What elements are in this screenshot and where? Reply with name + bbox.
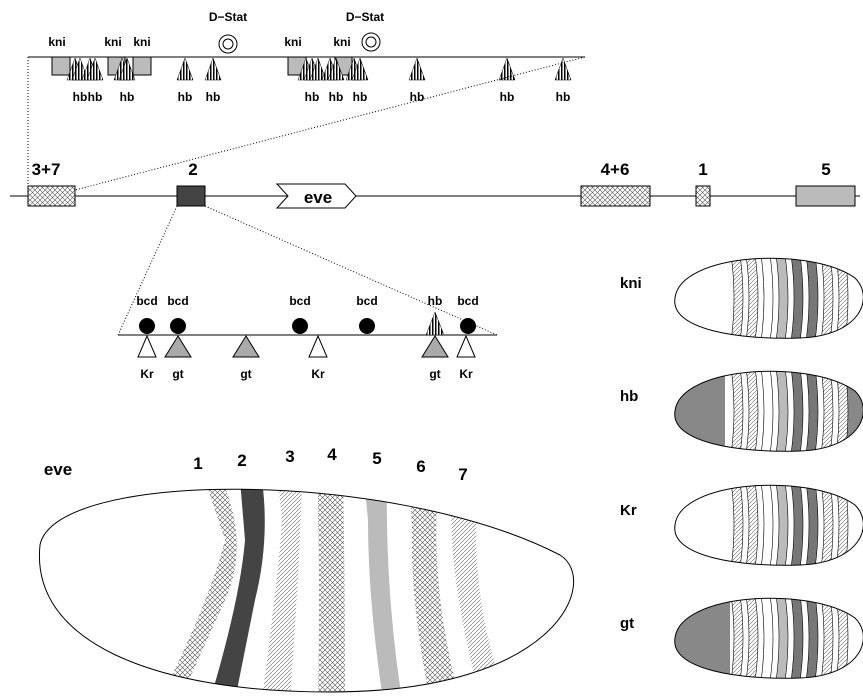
site-label: hb	[305, 90, 320, 104]
site-label: hb	[120, 90, 135, 104]
enhancer-box	[28, 186, 75, 206]
kr-site	[309, 336, 327, 357]
kr-site	[138, 336, 156, 357]
site-label: hb	[73, 90, 88, 104]
site-label: Kr	[311, 367, 325, 381]
site-label: hb	[500, 90, 515, 104]
site-label: Kr	[459, 367, 473, 381]
panel-label: gt	[620, 615, 634, 632]
site-label: hb	[329, 90, 344, 104]
bcd-site	[460, 318, 476, 334]
enhancer-box	[696, 186, 710, 206]
kni-site	[133, 57, 151, 75]
site-label: D−Stat	[346, 10, 384, 24]
bcd-site	[359, 318, 375, 334]
stripe-label: 4	[327, 445, 337, 464]
gt-site	[165, 336, 191, 357]
panel-label: hb	[620, 388, 638, 405]
site-label: Kr	[140, 367, 154, 381]
bcd-site	[292, 318, 308, 334]
stripe-label: 2	[237, 451, 246, 470]
site-label: gt	[429, 367, 440, 381]
panel-label: kni	[620, 275, 642, 292]
site-label: hb	[410, 90, 425, 104]
site-label: bcd	[136, 294, 157, 308]
stripe-label: 6	[416, 457, 425, 476]
enhancer-box	[177, 186, 205, 206]
bcd-site	[139, 318, 155, 334]
site-label: kni	[104, 35, 121, 49]
gene-label: eve	[304, 188, 332, 207]
gt-site	[422, 336, 448, 357]
site-label: bcd	[356, 294, 377, 308]
site-label: kni	[48, 35, 65, 49]
site-label: kni	[284, 35, 301, 49]
expression-panel	[670, 238, 863, 348]
hb-site	[555, 58, 571, 80]
site-label: hb	[556, 90, 571, 104]
site-label: bcd	[289, 294, 310, 308]
stripe-label: 5	[372, 449, 381, 468]
enhancer-label: 1	[698, 160, 707, 179]
embryo-stripes	[160, 480, 500, 696]
site-label: kni	[333, 35, 350, 49]
diagram: hbhbhbhbhbhbhbhbhbhbhb D−Stat D−Stat kni…	[0, 0, 863, 696]
zoom-line	[205, 206, 497, 335]
hb-site	[409, 58, 425, 80]
expression-panel	[670, 578, 863, 688]
kni-site	[52, 57, 70, 75]
hb-site	[499, 58, 515, 80]
zoom-line	[118, 206, 177, 335]
site-label: hb	[88, 90, 103, 104]
site-label: bcd	[457, 294, 478, 308]
hb-site	[177, 58, 193, 80]
kr-site	[457, 336, 475, 357]
enhancer-label: 4+6	[601, 160, 630, 179]
expression-panel	[670, 351, 863, 461]
enhancer-box	[796, 186, 855, 206]
site-label: gt	[240, 367, 251, 381]
enhancer-label: 3+7	[32, 160, 61, 179]
hb-site	[426, 312, 444, 335]
panel-label: Kr	[620, 502, 637, 519]
expression-panel	[670, 465, 863, 575]
site-label: gt	[172, 367, 183, 381]
site-label: bcd	[167, 294, 188, 308]
gt-site	[233, 336, 259, 357]
hb-site	[205, 58, 221, 80]
stripe-label: 3	[285, 447, 294, 466]
stripe-label: 7	[458, 465, 467, 484]
enhancer-label: 2	[188, 160, 197, 179]
stripe-label: 1	[193, 454, 202, 473]
enhancer-label: 5	[821, 160, 830, 179]
enhancer-box	[581, 186, 650, 206]
site-label: hb	[206, 90, 221, 104]
site-label: hb	[428, 294, 443, 308]
site-label: hb	[353, 90, 368, 104]
site-label: hb	[178, 90, 193, 104]
bcd-site	[170, 318, 186, 334]
domain	[670, 578, 730, 688]
site-label: kni	[133, 35, 150, 49]
embryo-label: eve	[44, 460, 72, 479]
site-label: D−Stat	[209, 10, 247, 24]
